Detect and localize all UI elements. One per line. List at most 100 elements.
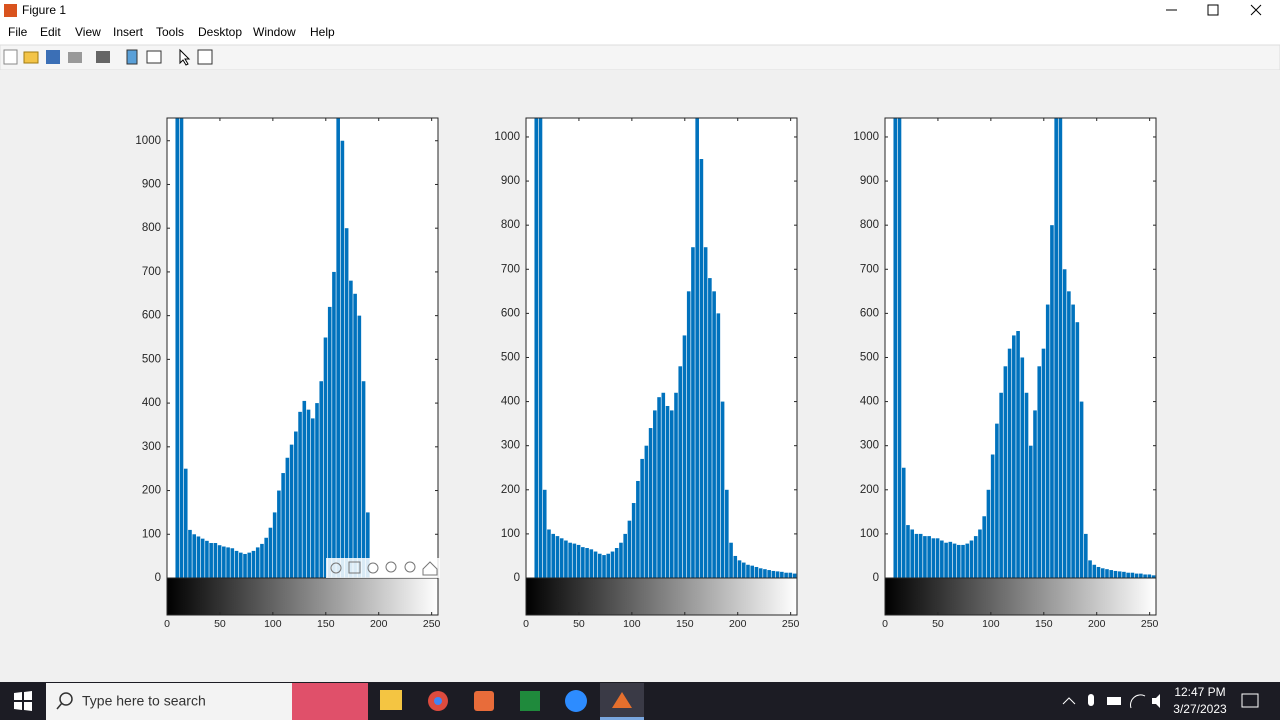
restore-button[interactable] <box>1207 4 1219 16</box>
y-tick-label: 0 <box>514 572 520 584</box>
search-highlight <box>292 683 368 720</box>
x-tick-label: 100 <box>982 618 1000 630</box>
bar <box>1122 571 1126 578</box>
excel-icon[interactable] <box>520 691 540 711</box>
bar <box>678 366 683 578</box>
link-icon[interactable] <box>96 51 110 63</box>
bar <box>344 228 349 578</box>
bar <box>1139 573 1143 578</box>
x-tick-label: 0 <box>523 618 529 630</box>
search-box[interactable] <box>46 683 292 720</box>
bar <box>910 529 915 578</box>
notifications-icon[interactable] <box>1241 693 1259 708</box>
bar <box>754 566 759 578</box>
menu-item[interactable]: Insert <box>113 25 144 39</box>
active-indicator <box>600 717 644 720</box>
x-tick-label: 200 <box>729 618 747 630</box>
legend-icon[interactable] <box>146 50 162 64</box>
bar <box>665 405 670 578</box>
bar <box>1012 335 1016 578</box>
chrome-icon-center <box>434 697 442 705</box>
toolbar-icons <box>3 48 213 66</box>
brush-icon[interactable] <box>330 562 342 574</box>
battery-icon[interactable] <box>1107 697 1121 705</box>
x-tick-label: 100 <box>623 618 641 630</box>
y-tick-label: 400 <box>501 396 520 408</box>
bar <box>712 291 716 578</box>
y-tick-label: 900 <box>501 175 520 187</box>
x-tick-label: 200 <box>370 618 388 630</box>
x-tick-label: 50 <box>214 618 226 630</box>
bar <box>175 118 180 578</box>
zoom-in-icon[interactable] <box>385 561 397 573</box>
wifi-icon[interactable] <box>1130 694 1146 709</box>
bar <box>1088 560 1092 578</box>
tray-chevron[interactable] <box>1062 697 1076 705</box>
bar <box>729 542 733 578</box>
menu-item[interactable]: Window <box>253 25 296 39</box>
open-icon[interactable] <box>23 51 39 64</box>
bar <box>699 159 704 578</box>
bars <box>893 118 1156 578</box>
bar <box>547 529 551 578</box>
bar <box>969 540 974 578</box>
matlab-icon[interactable] <box>612 692 632 708</box>
new-icon[interactable] <box>3 49 18 65</box>
volume-icon[interactable] <box>1152 694 1160 708</box>
y-tick-label: 200 <box>142 485 161 497</box>
bar <box>1037 366 1042 578</box>
bar <box>1007 348 1012 578</box>
y-tick-label: 300 <box>501 440 520 452</box>
bar <box>691 247 695 578</box>
zoom-icon[interactable] <box>565 690 587 712</box>
menu-item[interactable]: Edit <box>40 25 61 39</box>
bar <box>585 548 589 578</box>
mic-icon[interactable] <box>1088 694 1094 706</box>
x-tick-label: 150 <box>676 618 694 630</box>
bar <box>1016 331 1020 578</box>
bar <box>1050 225 1054 578</box>
bar <box>247 552 252 578</box>
bar <box>209 543 213 578</box>
x-tick-label: 0 <box>882 618 888 630</box>
y-tick-label: 700 <box>501 263 520 275</box>
bar <box>302 400 307 578</box>
menu-item[interactable]: View <box>75 25 101 39</box>
menu-item[interactable]: Desktop <box>198 25 242 39</box>
bar <box>332 271 336 578</box>
datatip-icon[interactable] <box>348 561 361 574</box>
x-tick-label: 250 <box>1141 618 1159 630</box>
bar <box>340 140 345 578</box>
bar <box>990 454 995 578</box>
close-button[interactable] <box>1250 4 1262 16</box>
zoom-out-icon[interactable] <box>404 561 416 573</box>
property-icon[interactable] <box>197 49 213 65</box>
app-icon-orange[interactable] <box>474 691 494 711</box>
pan-icon[interactable] <box>367 562 379 574</box>
menu-item[interactable]: Tools <box>156 25 184 39</box>
bar <box>277 490 281 578</box>
bar <box>725 489 729 578</box>
explorer-icon[interactable] <box>380 690 402 710</box>
menu-item[interactable]: Help <box>310 25 335 39</box>
bar <box>627 520 632 578</box>
title-bar <box>0 0 1280 22</box>
window-title: Figure 1 <box>22 3 66 17</box>
bar <box>205 540 209 578</box>
axes-toolbar <box>326 558 440 578</box>
start-button[interactable] <box>14 691 32 711</box>
colorbar-icon[interactable] <box>126 49 138 65</box>
menu-bar <box>0 22 1280 45</box>
bar <box>923 536 927 578</box>
bar <box>965 543 970 578</box>
pointer-icon[interactable] <box>179 48 191 66</box>
menu-item[interactable]: File <box>8 25 28 39</box>
search-icon-handle <box>56 702 63 710</box>
bar <box>606 553 611 578</box>
bar <box>708 278 712 578</box>
home-icon[interactable] <box>422 561 438 576</box>
save-icon[interactable] <box>46 50 60 64</box>
print-icon[interactable] <box>68 52 82 63</box>
